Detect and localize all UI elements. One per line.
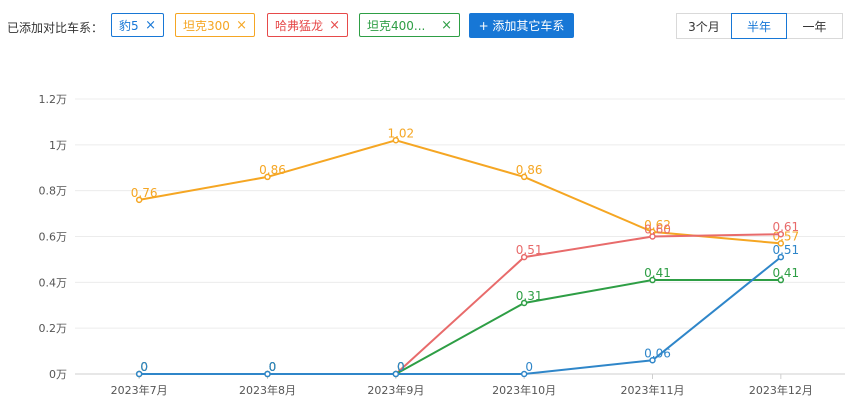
series-line	[138, 139, 781, 245]
comparison-toolbar: 已添加对比车系： 豹5 × 坦克300 × 哈弗猛龙 × 坦克400... × …	[0, 13, 852, 39]
data-point	[520, 299, 528, 307]
y-tick-label: 1.2万	[39, 93, 68, 106]
data-point	[392, 137, 400, 144]
data-label: 0.76	[131, 186, 158, 200]
close-icon[interactable]: ×	[145, 17, 156, 33]
series-tag-haval-menglong[interactable]: 哈弗猛龙 ×	[267, 13, 348, 37]
data-point	[777, 253, 785, 261]
period-one-year-button[interactable]: 一年	[786, 13, 843, 39]
data-point	[264, 173, 271, 181]
data-point	[520, 370, 528, 378]
y-tick-label: 0.6万	[39, 231, 68, 244]
close-icon[interactable]: ×	[236, 17, 247, 33]
data-point	[520, 173, 528, 181]
data-label: 0	[269, 360, 277, 374]
series-tag-label: 坦克300	[183, 18, 230, 33]
series-tag-tank300[interactable]: 坦克300 ×	[175, 13, 255, 37]
data-label: 0	[140, 360, 148, 374]
data-label: 0.06	[644, 346, 671, 360]
x-tick-label: 2023年10月	[492, 383, 556, 397]
data-point	[777, 276, 785, 284]
data-label: 0.60	[644, 223, 671, 237]
y-tick-label: 0.4万	[39, 276, 68, 289]
add-series-button[interactable]: + 添加其它车系	[469, 13, 574, 38]
x-tick-label: 2023年7月	[111, 383, 168, 397]
y-tick-label: 0万	[49, 368, 67, 381]
data-label: 0	[269, 360, 277, 374]
series-tag-tank400[interactable]: 坦克400... ×	[359, 13, 460, 37]
data-point	[264, 370, 271, 378]
data-point	[649, 357, 656, 364]
series-line	[139, 279, 781, 375]
data-point	[520, 253, 528, 261]
x-tick-label: 2023年8月	[239, 383, 296, 397]
data-label: 1.02	[387, 126, 414, 140]
data-label: 0	[269, 360, 277, 374]
data-label: 0.31	[516, 289, 543, 303]
data-point	[777, 230, 785, 238]
data-point	[392, 370, 400, 378]
series-tag-label: 豹5	[119, 18, 139, 33]
y-tick-label: 1万	[49, 139, 67, 152]
data-label: 0.86	[259, 163, 286, 177]
close-icon[interactable]: ×	[441, 17, 452, 33]
close-icon[interactable]: ×	[329, 17, 340, 33]
period-half-year-button[interactable]: 半年	[731, 13, 787, 39]
x-tick-label: 2023年12月	[749, 383, 813, 397]
data-label: 0.86	[516, 163, 543, 177]
data-label: 0	[140, 360, 148, 374]
series-line	[139, 256, 782, 375]
data-label: 0.41	[644, 266, 671, 280]
y-tick-label: 0.8万	[39, 185, 68, 198]
series-tag-label: 哈弗猛龙	[275, 18, 324, 33]
x-tick-label: 2023年11月	[621, 383, 685, 397]
data-label: 0.41	[772, 266, 799, 280]
data-label: 0.51	[772, 243, 799, 257]
series-line	[139, 233, 781, 375]
data-point	[777, 240, 785, 247]
period-3-months-button[interactable]: 3个月	[676, 13, 732, 39]
data-label: 0	[397, 360, 405, 374]
data-point	[649, 233, 656, 240]
compare-label: 已添加对比车系：	[7, 21, 104, 35]
data-point	[135, 370, 143, 378]
series-tag-label: 坦克400...	[367, 18, 426, 33]
data-label: 0.62	[644, 218, 671, 232]
y-tick-label: 0.2万	[39, 322, 68, 335]
data-label: 0.61	[772, 220, 799, 234]
data-label: 0	[397, 360, 405, 374]
series-tag-bao5[interactable]: 豹5 ×	[111, 13, 164, 37]
data-label: 0	[140, 360, 148, 374]
data-point	[649, 276, 656, 284]
data-label: 0	[525, 360, 533, 374]
data-label: 0.51	[516, 243, 543, 257]
data-point	[135, 196, 143, 204]
x-tick-label: 2023年9月	[367, 383, 424, 397]
data-label: 0	[397, 360, 405, 374]
